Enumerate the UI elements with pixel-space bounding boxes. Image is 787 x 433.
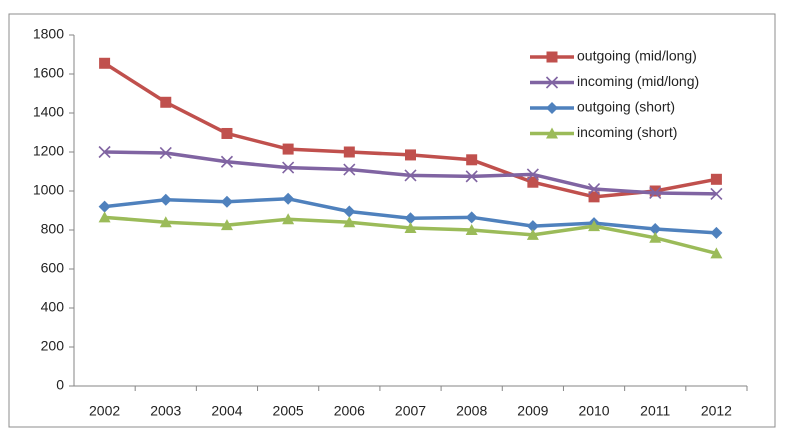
y-tick-label: 400 xyxy=(41,299,65,315)
marker xyxy=(546,102,558,114)
marker xyxy=(466,154,478,166)
marker xyxy=(526,228,539,240)
x-tick-label: 2003 xyxy=(150,403,181,419)
x-tick-label: 2008 xyxy=(456,403,487,419)
marker xyxy=(546,51,558,63)
marker xyxy=(221,127,233,139)
y-tick-label: 200 xyxy=(41,338,65,354)
y-tick-label: 1400 xyxy=(33,104,64,120)
marker xyxy=(710,226,723,239)
marker xyxy=(710,247,723,259)
marker xyxy=(649,223,662,236)
y-tick-label: 1800 xyxy=(33,26,64,42)
marker xyxy=(588,220,601,232)
marker xyxy=(546,127,558,139)
marker xyxy=(405,149,416,161)
marker xyxy=(404,169,417,182)
marker xyxy=(465,211,478,224)
x-tick-label: 2005 xyxy=(273,403,304,419)
marker xyxy=(159,146,172,160)
marker xyxy=(526,168,539,181)
y-tick-label: 600 xyxy=(41,260,65,276)
y-tick-label: 800 xyxy=(41,221,65,237)
marker xyxy=(159,216,172,228)
x-tick-label: 2012 xyxy=(701,403,732,419)
marker xyxy=(159,193,172,206)
marker xyxy=(343,146,355,158)
marker xyxy=(98,211,111,223)
x-tick-label: 2006 xyxy=(334,403,365,419)
y-tick-label: 1600 xyxy=(33,65,64,81)
marker xyxy=(710,173,722,185)
y-tick-label: 1000 xyxy=(33,182,64,198)
marker xyxy=(160,96,172,108)
marker xyxy=(710,187,723,200)
x-tick-label: 2009 xyxy=(517,403,548,419)
legend-label: outgoing (short) xyxy=(577,99,675,115)
legend-label: incoming (mid/long) xyxy=(577,73,699,89)
marker xyxy=(98,145,111,159)
marker xyxy=(282,213,295,225)
marker xyxy=(404,212,417,225)
marker xyxy=(526,220,539,233)
x-tick-label: 2002 xyxy=(89,403,120,419)
marker xyxy=(649,186,662,200)
marker xyxy=(282,192,295,205)
marker xyxy=(404,222,417,234)
marker xyxy=(545,76,559,89)
chart-frame xyxy=(8,13,776,428)
marker xyxy=(587,182,601,196)
marker xyxy=(465,224,478,235)
marker xyxy=(282,161,295,174)
marker xyxy=(98,200,111,213)
marker xyxy=(588,191,600,203)
x-tick-label: 2004 xyxy=(211,403,242,419)
y-tick-label: 1200 xyxy=(33,143,64,159)
marker xyxy=(220,155,234,168)
y-tick-label: 0 xyxy=(56,377,64,393)
marker xyxy=(649,231,662,243)
marker xyxy=(465,170,478,183)
x-tick-label: 2011 xyxy=(640,403,670,419)
legend-label: outgoing (mid/long) xyxy=(577,48,697,64)
marker xyxy=(649,185,661,197)
marker xyxy=(343,205,356,218)
marker xyxy=(527,176,539,188)
marker xyxy=(220,195,233,208)
legend-label: incoming (short) xyxy=(577,124,677,140)
x-tick-label: 2007 xyxy=(395,403,426,419)
marker xyxy=(343,163,356,176)
marker xyxy=(282,143,294,155)
x-tick-label: 2010 xyxy=(578,403,609,419)
marker xyxy=(343,216,356,228)
marker xyxy=(99,57,111,69)
marker xyxy=(220,219,233,231)
